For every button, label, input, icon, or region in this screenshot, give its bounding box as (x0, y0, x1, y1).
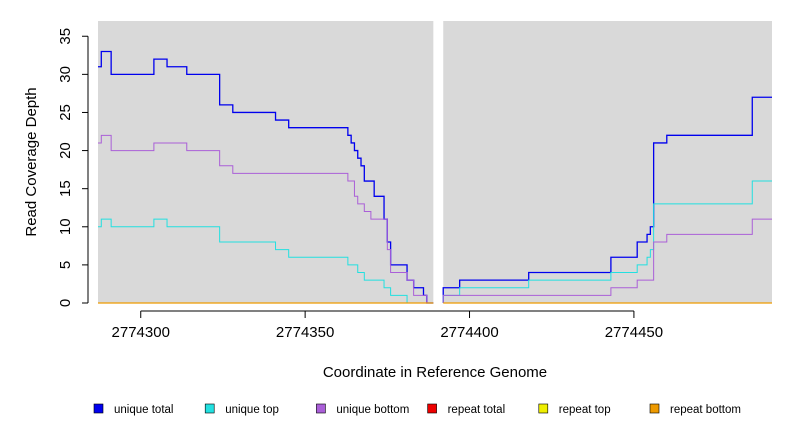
legend-label-repeat-total: repeat total (448, 404, 506, 416)
x-tick-label: 2774400 (440, 324, 498, 341)
series-line-unique-top (98, 218, 434, 304)
y-tick-label: 5 (57, 261, 74, 269)
legend-swatch-unique-total (93, 403, 104, 414)
series-line-unique-top (442, 180, 772, 303)
legend-label-unique-bottom: unique bottom (336, 404, 409, 416)
series-line-unique-bottom (442, 218, 772, 303)
y-tick-label: 30 (57, 66, 74, 83)
legend: unique total unique top unique bottom repea… (93, 403, 741, 416)
legend-label-repeat-top: repeat top (559, 404, 611, 416)
y-axis-label: Read Coverage Depth (23, 87, 40, 236)
series-line-unique-total (98, 50, 434, 304)
series-line-unique-bottom (98, 134, 434, 304)
legend-swatch-repeat-bottom (649, 403, 660, 414)
x-tick-label: 2774350 (276, 324, 334, 341)
series-layer (98, 50, 772, 304)
x-tick-label: 2774450 (605, 324, 663, 341)
legend-swatch-unique-top (204, 403, 215, 414)
legend-label-unique-total: unique total (114, 404, 173, 416)
y-tick-label: 20 (57, 142, 74, 159)
y-tick-label: 15 (57, 180, 74, 197)
legend-swatch-unique-bottom (316, 403, 326, 414)
legend-label-repeat-bottom: repeat bottom (670, 404, 741, 416)
x-axis-label: Coordinate in Reference Genome (323, 364, 547, 381)
legend-swatch-repeat-top (538, 403, 549, 414)
x-tick-label: 2774300 (112, 324, 170, 341)
legend-label-unique-top: unique top (225, 404, 279, 416)
y-tick-label: 25 (57, 104, 74, 121)
y-axis: 0 5 10 15 20 25 30 35 (57, 28, 89, 307)
y-tick-label: 0 (57, 299, 74, 307)
x-axis: 2774300 2774350 2774400 2774450 (112, 310, 663, 341)
y-tick-label: 35 (57, 28, 74, 45)
series-line-unique-total (442, 96, 772, 303)
gap-band (433, 21, 444, 303)
y-tick-label: 10 (57, 218, 74, 235)
legend-swatch-repeat-total (427, 403, 437, 414)
